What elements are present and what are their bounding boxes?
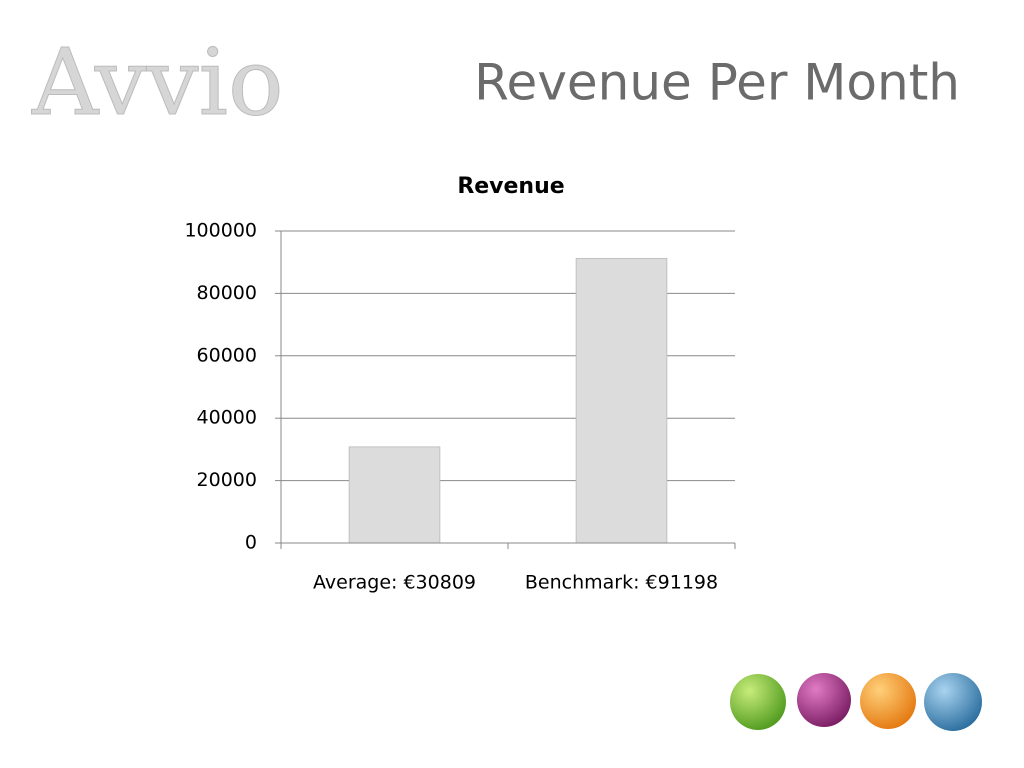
- y-tick-label: 20000: [197, 469, 257, 491]
- logo: Avvio: [31, 29, 283, 136]
- icon: [797, 673, 851, 727]
- icon: [730, 674, 786, 730]
- y-tick-label: 100000: [184, 220, 257, 242]
- icon: [860, 673, 916, 729]
- x-tick-label: Benchmark: €91198: [525, 572, 718, 594]
- slide-title: Revenue Per Month: [474, 54, 960, 112]
- icon: [924, 673, 982, 731]
- y-tick-label: 80000: [197, 282, 257, 304]
- bar: [348, 446, 441, 544]
- y-tick-label: 0: [245, 532, 257, 554]
- chart-title: Revenue: [457, 174, 564, 199]
- y-tick-label: 60000: [197, 344, 257, 366]
- brand-icons: [730, 673, 982, 731]
- bar: [575, 258, 668, 544]
- x-tick-label: Average: €30809: [313, 572, 476, 594]
- y-tick-label: 40000: [197, 407, 257, 429]
